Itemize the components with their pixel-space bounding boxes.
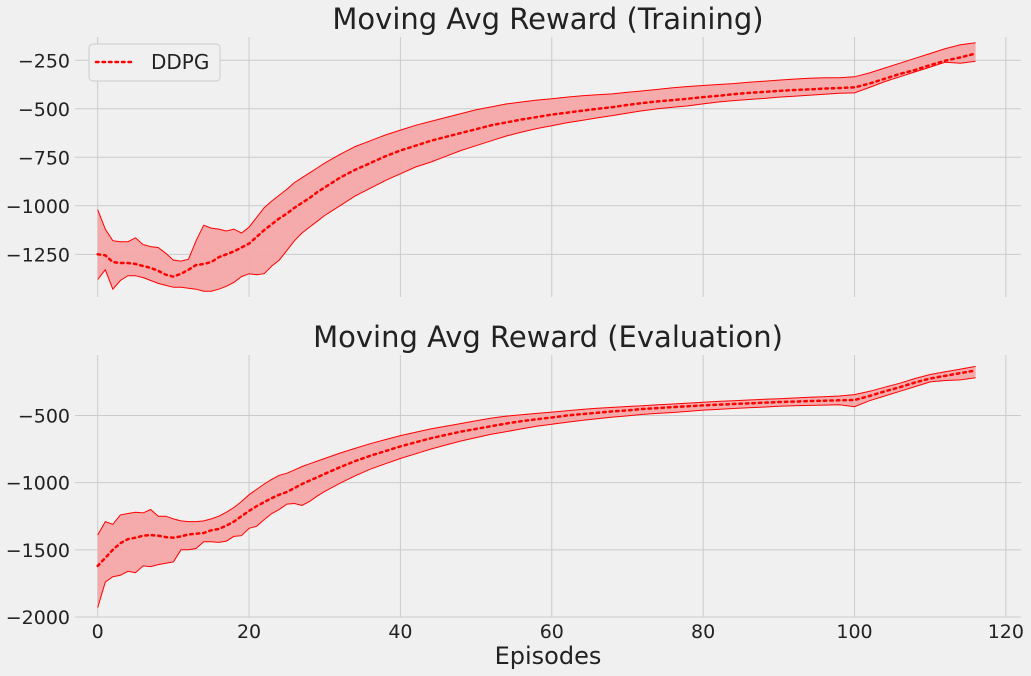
- y-tick-label: −500: [18, 405, 70, 427]
- y-tick-label: −2000: [6, 607, 70, 629]
- evaluation-title: Moving Avg Reward (Evaluation): [313, 320, 783, 354]
- legend-box: [88, 43, 221, 82]
- training-confidence-band: [97, 42, 976, 292]
- x-tick-label: 80: [691, 621, 715, 643]
- evaluation-chart: −2000 −1500 −1000 −500 0 20 40 60 80 100 120 Movi…: [6, 320, 1024, 670]
- legend-entry-ddpg: DDPG: [151, 50, 209, 74]
- training-title: Moving Avg Reward (Training): [332, 2, 763, 36]
- training-upper-bound-line: [97, 42, 976, 262]
- y-tick-label: −750: [18, 147, 70, 169]
- y-tick-label: −1250: [6, 244, 70, 266]
- training-lower-bound-line: [97, 60, 976, 292]
- evaluation-x-tick-labels: 0 20 40 60 80 100 120: [92, 621, 1024, 643]
- x-tick-label: 40: [388, 621, 412, 643]
- x-axis-label: Episodes: [495, 642, 602, 670]
- evaluation-upper-bound-line: [97, 365, 976, 536]
- y-tick-label: −250: [18, 50, 70, 72]
- evaluation-y-tick-labels: −2000 −1500 −1000 −500: [6, 405, 70, 629]
- evaluation-lower-bound-line: [97, 377, 976, 608]
- x-tick-label: 20: [237, 621, 261, 643]
- legend: DDPG: [88, 43, 221, 82]
- y-tick-label: −1500: [6, 540, 70, 562]
- training-y-tick-labels: −1250 −1000 −750 −500 −250: [6, 50, 70, 266]
- training-mean-line: [96, 52, 977, 278]
- training-chart: −1250 −1000 −750 −500 −250 Moving Avg Reward…: [6, 2, 1021, 297]
- y-tick-label: −500: [18, 99, 70, 121]
- evaluation-mean-line: [96, 369, 977, 568]
- x-tick-label: 100: [836, 621, 872, 643]
- y-tick-label: −1000: [6, 473, 70, 495]
- x-tick-label: 0: [92, 621, 104, 643]
- x-tick-label: 60: [540, 621, 564, 643]
- y-tick-label: −1000: [6, 196, 70, 218]
- x-tick-label: 120: [988, 621, 1024, 643]
